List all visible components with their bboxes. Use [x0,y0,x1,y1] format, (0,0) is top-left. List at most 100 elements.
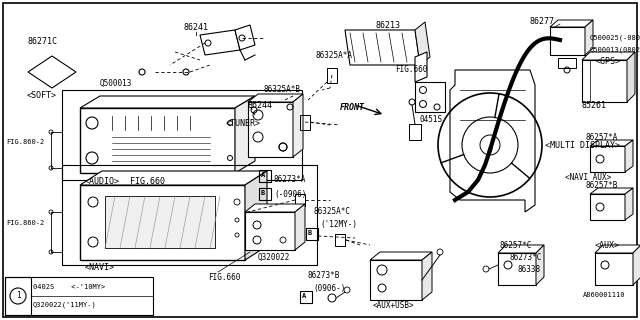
Polygon shape [595,245,640,253]
Bar [335,234,345,246]
Text: Q320022: Q320022 [258,252,291,261]
Text: 86273*A: 86273*A [274,174,307,183]
Text: FRONT: FRONT [340,103,365,113]
Text: B: B [261,190,265,196]
Text: <AUX>: <AUX> [595,242,620,251]
Bar [590,194,625,220]
Polygon shape [590,188,633,194]
Text: (0906-): (0906-) [313,284,346,292]
Polygon shape [415,52,427,82]
Text: FIG.860-2: FIG.860-2 [6,139,44,145]
Polygon shape [245,204,305,212]
Text: <SOFT>: <SOFT> [27,91,57,100]
Polygon shape [585,20,593,55]
Bar [259,170,271,182]
Text: <GPS>: <GPS> [596,58,621,67]
Text: B: B [308,230,312,236]
Text: 0402S    <-'10MY>: 0402S <-'10MY> [33,284,105,290]
Text: Q500013(0802-): Q500013(0802-) [590,47,640,53]
Bar [5,277,153,315]
Bar [300,115,310,130]
Bar [248,102,293,157]
Text: 85261: 85261 [582,100,607,109]
Bar [409,124,421,140]
Text: FIG.660: FIG.660 [395,66,428,75]
Polygon shape [80,96,255,108]
Polygon shape [235,96,255,173]
Text: 86257*B: 86257*B [585,181,618,190]
Bar [62,165,317,265]
Text: 86257*C: 86257*C [500,242,532,251]
Bar [370,260,422,300]
Polygon shape [625,188,633,220]
Bar [259,188,271,200]
Polygon shape [633,245,640,285]
Text: A: A [261,172,265,178]
Text: 86325A*B: 86325A*B [263,85,300,94]
Text: 86241: 86241 [183,23,208,33]
Text: 0451S: 0451S [420,116,443,124]
Bar [306,228,318,240]
Polygon shape [415,22,430,65]
Text: 86273*C: 86273*C [510,253,542,262]
Polygon shape [345,30,420,65]
Polygon shape [293,94,303,157]
Bar [595,253,633,285]
Text: Q500013: Q500013 [100,78,132,87]
Polygon shape [590,140,633,146]
Polygon shape [550,27,585,55]
Polygon shape [582,52,635,60]
Text: <MULTI DISPLAY>: <MULTI DISPLAY> [545,140,620,149]
Text: <AUX+USB>: <AUX+USB> [373,301,415,310]
Bar [300,291,312,303]
Text: <NAVI>: <NAVI> [85,262,115,271]
Text: 86271C: 86271C [28,37,58,46]
Text: ('12MY-): ('12MY-) [320,220,357,229]
Polygon shape [582,60,627,102]
Polygon shape [248,94,303,102]
Bar [415,82,445,112]
Bar [498,253,536,285]
Polygon shape [627,52,635,102]
Text: 1: 1 [16,292,20,300]
Polygon shape [625,140,633,172]
Text: FIG.860-2: FIG.860-2 [6,220,44,226]
Bar [245,212,295,250]
Bar [80,108,235,173]
Bar [5,277,31,315]
Text: Q320022('11MY-): Q320022('11MY-) [33,302,97,308]
Polygon shape [80,171,267,185]
Bar [80,185,245,260]
Text: A: A [302,293,307,299]
Bar [558,58,576,68]
Polygon shape [422,252,432,300]
Polygon shape [295,204,305,250]
Text: FIG.660: FIG.660 [130,178,165,187]
Polygon shape [235,25,255,50]
Text: A860001110: A860001110 [583,292,625,298]
Text: <NAVI AUX>: <NAVI AUX> [565,173,611,182]
Polygon shape [536,245,544,285]
Text: <TUNER>: <TUNER> [226,119,261,129]
Bar [62,90,302,180]
Text: FIG.660: FIG.660 [208,274,241,283]
Polygon shape [245,171,267,260]
Bar [105,196,215,248]
Text: 86325A*A: 86325A*A [315,51,352,60]
Text: 86277: 86277 [530,17,555,26]
Text: 86338: 86338 [518,266,541,275]
Text: 86273*B: 86273*B [307,270,339,279]
Text: Q500025(-0801): Q500025(-0801) [590,35,640,41]
Polygon shape [370,252,432,260]
Bar [295,194,305,206]
Text: <AUDIO>: <AUDIO> [85,178,120,187]
Polygon shape [550,20,593,27]
Polygon shape [200,30,240,55]
Text: 86213: 86213 [375,20,400,29]
Polygon shape [450,70,535,212]
Text: 86244: 86244 [248,101,273,110]
Text: 86257*A: 86257*A [585,133,618,142]
Text: (-0906): (-0906) [274,190,307,199]
Bar [590,146,625,172]
Polygon shape [498,245,544,253]
